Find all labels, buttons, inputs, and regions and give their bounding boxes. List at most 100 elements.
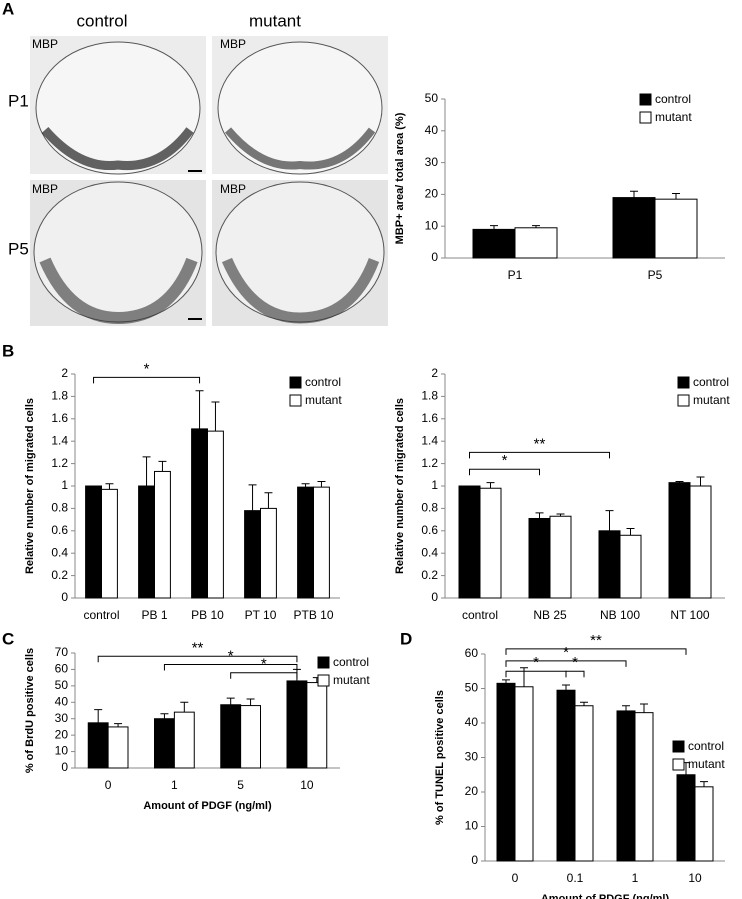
error-bar [622, 705, 630, 711]
legend-swatch [677, 394, 690, 407]
legend-label: mutant [305, 393, 342, 407]
y-tick-label: 0.2 [51, 568, 68, 582]
error-bar [94, 709, 103, 723]
bar [496, 682, 516, 862]
bar [574, 705, 594, 862]
bar [260, 507, 277, 599]
x-tick-label: 1 [171, 778, 178, 792]
panel-label: C [2, 629, 14, 648]
significance-bracket [505, 660, 627, 667]
stain-label: MBP [32, 37, 58, 51]
significance-label: * [261, 656, 267, 673]
y-tick-label: 1.2 [51, 456, 68, 470]
y-axis-label: % of TUNEL positive cells [434, 690, 446, 825]
bar [556, 689, 576, 862]
bar [240, 705, 261, 769]
significance-bracket [505, 670, 567, 678]
y-tick-label: 20 [465, 784, 479, 798]
error-bar [605, 510, 614, 531]
x-tick-label: control [462, 608, 498, 622]
x-tick-label: 0 [512, 871, 519, 885]
x-tick-label: PTB 10 [293, 608, 333, 622]
bar [619, 534, 642, 599]
error-bar [675, 481, 684, 483]
x-tick-label: 0.1 [567, 871, 584, 885]
y-axis-label: Relative number of migrated cells [24, 398, 36, 574]
y-tick-label: 10 [465, 819, 479, 833]
y-axis-label: % of BrdU positive cells [24, 648, 36, 773]
legend-swatch [317, 656, 330, 669]
significance-bracket [505, 648, 687, 655]
y-tick-label: 0 [61, 760, 68, 774]
stain-label: MBP [220, 37, 246, 51]
legend-label: mutant [333, 673, 370, 687]
y-tick-label: 1.8 [51, 389, 68, 403]
error-bar [317, 481, 326, 488]
stain-label: MBP [220, 182, 246, 196]
y-tick-label: 1.2 [421, 456, 438, 470]
micrographs [30, 36, 388, 326]
error-bar [535, 512, 544, 519]
bar [514, 227, 558, 259]
y-tick-label: 0 [431, 590, 438, 604]
micrograph-tissue [217, 41, 383, 175]
error-bar [556, 513, 565, 517]
x-tick-label: PT 10 [245, 608, 277, 622]
y-axis-label: Relative number of migrated cells [394, 398, 406, 574]
significance-label: ** [192, 639, 204, 656]
x-tick-label: PB 10 [191, 608, 224, 622]
y-axis-label: MBP+ area/ total area (%) [394, 112, 406, 244]
y-tick-label: 50 [55, 678, 69, 692]
legend-swatch [672, 758, 685, 771]
error-bar [532, 225, 540, 228]
x-tick-label: 0 [105, 778, 112, 792]
legend-label: control [688, 739, 724, 753]
error-bar [486, 482, 495, 489]
significance-label: * [502, 452, 508, 469]
error-bar [640, 703, 648, 713]
error-bar [626, 528, 635, 536]
y-tick-label: 60 [465, 646, 479, 660]
y-tick-label: 30 [425, 155, 439, 169]
legend-label: control [693, 375, 729, 389]
y-tick-label: 50 [425, 91, 439, 105]
panel-label: B [2, 341, 14, 360]
significance-bracket [93, 376, 201, 384]
y-tick-label: 30 [465, 750, 479, 764]
error-bar [158, 460, 167, 472]
x-tick-label: 1 [632, 871, 639, 885]
x-axis-label: Amount of PDGF (ng/ml) [541, 893, 670, 899]
bar [191, 428, 209, 599]
y-tick-label: 60 [55, 662, 69, 676]
legend-swatch [672, 740, 685, 753]
bar [286, 680, 308, 769]
bar [689, 485, 712, 599]
x-tick-label: 10 [300, 778, 314, 792]
error-bar [160, 713, 169, 719]
bar [598, 530, 621, 599]
y-tick-label: 40 [465, 715, 479, 729]
y-tick-label: 40 [55, 694, 69, 708]
error-bar [105, 483, 114, 490]
y-tick-label: 0.4 [51, 545, 68, 559]
bar [528, 517, 551, 599]
significance-bracket [230, 672, 298, 679]
bar [107, 726, 129, 769]
bar [694, 786, 714, 862]
error-bar [502, 679, 510, 684]
x-tick-label: P1 [508, 268, 523, 282]
legend-swatch [639, 111, 652, 124]
error-bar [301, 483, 310, 488]
y-tick-label: 1 [431, 478, 438, 492]
x-axis-label: Amount of PDGF (ng/ml) [143, 800, 272, 812]
bar [668, 482, 691, 599]
panel-label: D [400, 629, 412, 648]
micrograph-tissue [35, 41, 201, 175]
error-bar [195, 390, 204, 429]
bar [220, 704, 242, 769]
bar [85, 485, 102, 599]
error-bar [700, 781, 708, 787]
error-bar [180, 701, 189, 713]
stain-label: MBP [32, 182, 58, 196]
significance-bracket [469, 451, 610, 459]
